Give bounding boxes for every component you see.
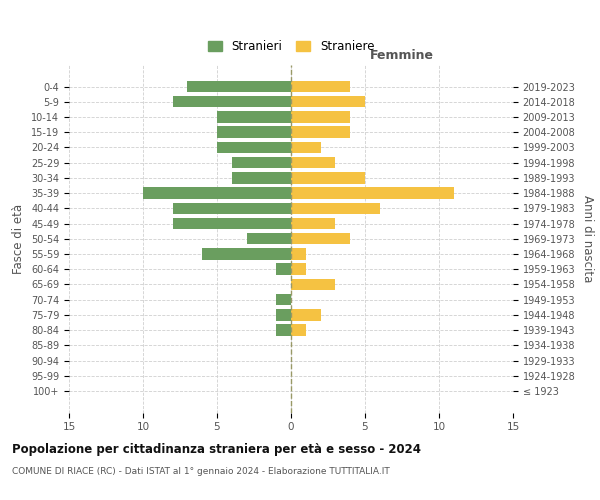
Bar: [276, 264, 291, 275]
Bar: [291, 264, 306, 275]
Bar: [291, 142, 320, 153]
Bar: [291, 202, 380, 214]
Bar: [291, 81, 350, 92]
Bar: [291, 111, 350, 122]
Bar: [232, 172, 291, 184]
Y-axis label: Fasce di età: Fasce di età: [13, 204, 25, 274]
Bar: [291, 309, 320, 320]
Bar: [143, 188, 291, 199]
Bar: [173, 202, 291, 214]
Bar: [217, 126, 291, 138]
Y-axis label: Anni di nascita: Anni di nascita: [581, 195, 594, 282]
Bar: [187, 81, 291, 92]
Bar: [247, 233, 291, 244]
Text: Femmine: Femmine: [370, 48, 434, 62]
Text: Popolazione per cittadinanza straniera per età e sesso - 2024: Popolazione per cittadinanza straniera p…: [12, 442, 421, 456]
Bar: [173, 218, 291, 229]
Bar: [291, 278, 335, 290]
Bar: [291, 126, 350, 138]
Bar: [217, 111, 291, 122]
Bar: [291, 188, 454, 199]
Bar: [291, 324, 306, 336]
Bar: [291, 248, 306, 260]
Bar: [291, 233, 350, 244]
Bar: [291, 218, 335, 229]
Text: COMUNE DI RIACE (RC) - Dati ISTAT al 1° gennaio 2024 - Elaborazione TUTTITALIA.I: COMUNE DI RIACE (RC) - Dati ISTAT al 1° …: [12, 468, 390, 476]
Bar: [276, 294, 291, 306]
Bar: [276, 324, 291, 336]
Bar: [217, 142, 291, 153]
Bar: [291, 96, 365, 108]
Bar: [276, 309, 291, 320]
Bar: [291, 157, 335, 168]
Bar: [232, 157, 291, 168]
Legend: Stranieri, Straniere: Stranieri, Straniere: [204, 36, 378, 56]
Bar: [173, 96, 291, 108]
Bar: [202, 248, 291, 260]
Bar: [291, 172, 365, 184]
